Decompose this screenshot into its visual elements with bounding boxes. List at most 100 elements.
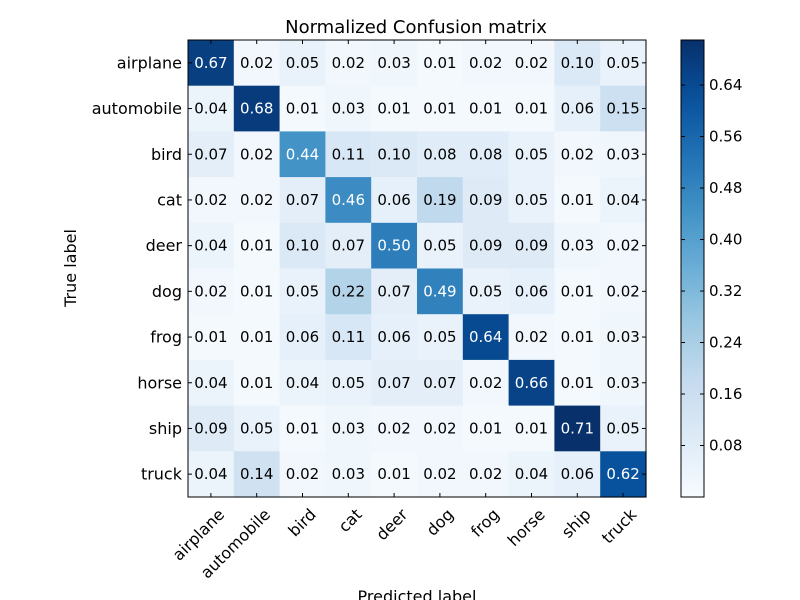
heatmap-cell [371,405,418,452]
heatmap-cell [508,177,555,224]
cell-value-label: 0.08 [469,145,502,163]
cell-value-label: 0.01 [561,328,594,346]
cell-value-label: 0.01 [240,237,273,255]
colorbar-tick-label: 0.08 [709,437,742,455]
colorbar-tick-label: 0.48 [709,179,742,197]
cell-value-label: 0.03 [332,100,365,118]
cell-value-label: 0.04 [194,465,227,483]
cell-value-label: 0.01 [286,100,319,118]
heatmap-cell [462,451,510,498]
heatmap-cell [233,40,281,87]
cell-value-label: 0.01 [240,374,273,392]
cell-value-label: 0.07 [286,191,319,209]
heatmap-cell [417,359,464,407]
heatmap-cell [417,451,464,498]
heatmap-cell [325,85,372,132]
cell-value-label: 0.50 [377,237,410,255]
cell-value-label: 0.07 [377,282,410,300]
heatmap-cell [188,131,235,178]
heatmap-cell [233,359,281,407]
heatmap-cell [188,314,235,361]
heatmap-cell [279,451,326,498]
heatmap-cell [279,268,326,315]
colorbar-frame [680,39,705,498]
heatmap-cell [279,405,326,452]
heatmap-cell [417,131,464,178]
cell-value-label: 0.07 [194,145,227,163]
cell-value-label: 0.04 [194,100,227,118]
cell-value-label: 0.01 [377,100,410,118]
cell-value-label: 0.14 [240,465,273,483]
cell-value-label: 0.02 [332,54,365,72]
cell-value-label: 0.02 [423,419,456,437]
colorbar-tick-label: 0.32 [709,282,742,300]
cell-value-label: 0.07 [423,374,456,392]
heatmap-cell [325,405,372,452]
cell-value-label: 0.67 [194,54,227,72]
heatmap-cell [188,85,235,132]
cell-value-label: 0.05 [423,328,456,346]
heatmap-cell [279,131,326,178]
cell-value-label: 0.06 [377,328,410,346]
y-axis-ticks: airplane automobile bird cat deer dog frog hors… [92,53,646,484]
cell-value-label: 0.11 [332,328,365,346]
cell-value-label: 0.09 [515,237,548,255]
heatmap-cell [508,268,555,315]
cell-value-label: 0.62 [606,465,639,483]
heatmap-cell [233,405,281,452]
cell-value-label: 0.05 [286,282,319,300]
heatmap-cell [508,40,555,87]
cell-value-label: 0.06 [515,282,548,300]
cell-value-label: 0.01 [423,54,456,72]
plot-frame [187,39,647,498]
heatmap-cell [508,405,555,452]
heatmap-cell [600,131,647,178]
cell-value-label: 0.02 [515,54,548,72]
y-tick-label: airplane [117,53,182,72]
heatmap-cell [508,314,555,361]
heatmap-cell [371,451,418,498]
heatmap-cell [554,177,601,224]
heatmap-cell [508,222,555,270]
heatmap-cell [233,314,281,361]
cell-value-label: 0.02 [469,374,502,392]
heatmap-cell [417,405,464,452]
cell-value-label: 0.01 [240,282,273,300]
heatmap-cell [279,222,326,270]
heatmap-cell [600,40,647,87]
cell-value-label: 0.02 [561,145,594,163]
cell-value-label: 0.02 [240,191,273,209]
heatmap-cell [279,85,326,132]
heatmap-cell [279,314,326,361]
y-tick-label: horse [137,373,182,392]
cell-value-label: 0.04 [515,465,548,483]
y-tick-label: deer [146,236,183,255]
heatmap-cell [462,131,510,178]
heatmap-cell [462,177,510,224]
heatmap-cells [188,40,647,498]
heatmap-cell [371,131,418,178]
x-axis-label: Predicted label [358,587,477,600]
cell-value-label: 0.02 [469,465,502,483]
heatmap-cell [325,451,372,498]
cell-value-label: 0.01 [377,465,410,483]
cell-value-label: 0.03 [606,328,639,346]
cell-value-label: 0.02 [240,54,273,72]
cell-value-label: 0.06 [377,191,410,209]
cell-value-label: 0.49 [423,282,456,300]
heatmap-cell [462,85,510,132]
cell-value-label: 0.05 [286,54,319,72]
x-tick-label: truck [598,504,641,547]
y-tick-label: automobile [92,99,182,118]
cell-value-label: 0.66 [515,374,548,392]
heatmap-cell [279,359,326,407]
cell-value-label: 0.01 [469,100,502,118]
heatmap-cell [508,359,555,407]
heatmap-cell [233,222,281,270]
cell-value-labels: 0.67 0.02 0.05 0.02 0.03 0.01 0.02 0.02 0.10 0.05… [194,54,640,483]
heatmap-cell [600,268,647,315]
heatmap-cell [233,451,281,498]
heatmap-cell [188,451,235,498]
